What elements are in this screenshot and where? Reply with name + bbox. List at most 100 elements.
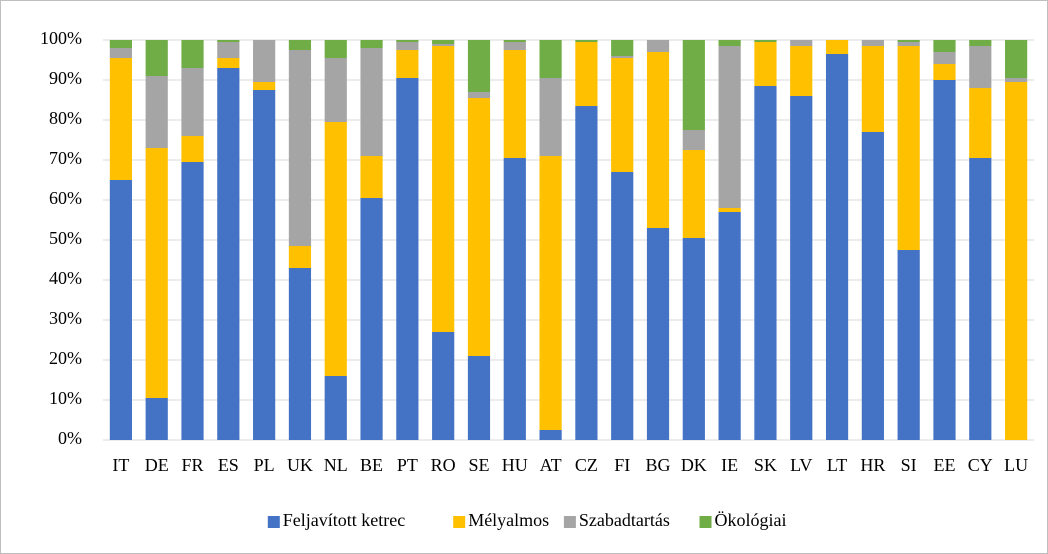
bar-segment (754, 42, 777, 86)
bar-segment (288, 246, 312, 268)
bar-segment (181, 40, 204, 68)
bar-segment (467, 40, 491, 92)
y-tick-label: 100% (40, 28, 82, 48)
bar-segment (575, 42, 598, 106)
bar-segment (109, 58, 133, 180)
bar-segment (1004, 82, 1028, 440)
bar-segment (861, 132, 884, 440)
x-tick-label: DE (145, 455, 169, 475)
bar-segment (682, 238, 705, 440)
bar-segment (109, 48, 133, 58)
x-tick-label: SI (901, 455, 917, 475)
bar-segment (790, 96, 813, 440)
legend-label: Ökológiai (715, 510, 787, 530)
bar-segment (181, 162, 204, 440)
y-tick-label: 50% (49, 228, 82, 248)
bar-segment (754, 40, 777, 42)
bar-segment (288, 268, 312, 440)
bar-segment (718, 40, 741, 46)
bar-segment (897, 42, 920, 46)
bar-segment (897, 250, 920, 440)
x-tick-label: BE (360, 455, 383, 475)
bar-segment (539, 156, 562, 430)
x-tick-label: CZ (575, 455, 598, 475)
x-tick-label: EE (933, 455, 955, 475)
bar-segment (467, 356, 491, 440)
bar-segment (503, 158, 526, 440)
x-tick-label: LT (827, 455, 847, 475)
bar-segment (503, 50, 526, 158)
bar-segment (897, 46, 920, 250)
bar-segment (217, 58, 240, 68)
y-tick-label: 0% (58, 428, 82, 448)
bar-segment (396, 78, 419, 440)
bar-segment (933, 40, 956, 52)
bar-segment (539, 78, 562, 156)
bar-segment (969, 46, 992, 88)
bar-segment (217, 68, 240, 440)
bar-segment (718, 212, 741, 440)
bar-segment (217, 42, 240, 58)
x-tick-label: PL (254, 455, 275, 475)
x-tick-label: LV (790, 455, 812, 475)
legend-swatch (563, 516, 576, 528)
bar-segment (503, 40, 526, 42)
x-tick-label: LU (1004, 455, 1028, 475)
y-tick-label: 40% (49, 268, 82, 288)
bar-segment (933, 80, 956, 440)
bar-segment (360, 198, 383, 440)
x-tick-label: UK (287, 455, 313, 475)
y-tick-label: 80% (49, 108, 82, 128)
bar-segment (969, 88, 992, 158)
bar-segment (646, 52, 670, 228)
x-tick-label: SE (468, 455, 489, 475)
bar-segment (575, 40, 598, 42)
bar-segment (324, 376, 347, 440)
bar-segment (861, 46, 884, 132)
bar-segment (324, 58, 347, 122)
bar-segment (288, 40, 312, 50)
bar-segment (324, 40, 347, 58)
bar-segment (360, 48, 383, 156)
legend-swatch (699, 516, 712, 528)
bar-segment (539, 430, 562, 440)
bar-segment (1004, 40, 1028, 78)
x-tick-label: FI (614, 455, 630, 475)
bar-segment (969, 40, 992, 46)
bar-segment (611, 58, 634, 172)
y-tick-label: 90% (49, 68, 82, 88)
x-tick-label: DK (681, 455, 707, 475)
x-tick-label: BG (646, 455, 671, 475)
bar-segment (575, 106, 598, 440)
bar-segment (253, 90, 276, 440)
bar-segment (145, 398, 168, 440)
bar-segment (467, 92, 491, 98)
bar-segment (432, 40, 455, 44)
bar-segment (1004, 78, 1028, 82)
y-tick-label: 30% (49, 308, 82, 328)
bar-segment (825, 40, 849, 54)
y-tick-label: 10% (49, 388, 82, 408)
y-tick-label: 70% (49, 148, 82, 168)
x-tick-label: CY (968, 455, 993, 475)
bar-segment (360, 40, 383, 48)
bar-segment (897, 40, 920, 42)
bar-segment (396, 50, 419, 78)
bar-segment (611, 40, 634, 56)
bar-segment (181, 136, 204, 162)
bar-segment (396, 42, 419, 50)
bar-segment (861, 40, 884, 46)
bar-segment (253, 40, 276, 82)
bar-segment (503, 42, 526, 50)
bar-segment (682, 130, 705, 150)
bar-segment (682, 40, 705, 130)
bar-segment (646, 228, 670, 440)
bar-segment (646, 40, 670, 52)
x-tick-label: NL (324, 455, 348, 475)
bar-segment (754, 86, 777, 440)
bar-segment (253, 82, 276, 90)
bar-segment (933, 64, 956, 80)
bar-segment (467, 98, 491, 356)
legend-label: Mélyalmos (468, 510, 549, 530)
legend-label: Szabadtartás (579, 510, 670, 530)
